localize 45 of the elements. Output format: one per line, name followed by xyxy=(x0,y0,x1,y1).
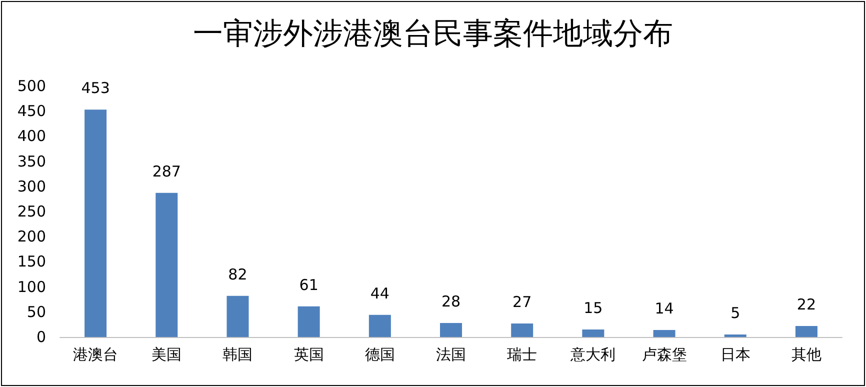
x-tick-label: 韩国 xyxy=(222,346,253,364)
y-tick-label: 250 xyxy=(17,202,46,220)
bar xyxy=(653,330,676,337)
bar xyxy=(440,322,462,337)
data-label: 27 xyxy=(512,292,532,311)
bar xyxy=(795,326,818,337)
bar xyxy=(724,334,746,337)
bar xyxy=(226,296,249,337)
y-tick-label: 350 xyxy=(17,152,46,170)
data-label: 28 xyxy=(441,292,461,310)
data-label: 61 xyxy=(299,276,318,294)
x-tick-label: 日本 xyxy=(720,346,750,364)
bar xyxy=(511,323,534,337)
bar xyxy=(156,192,178,337)
x-tick-label: 德国 xyxy=(364,346,395,364)
bar xyxy=(582,329,604,337)
data-label: 5 xyxy=(730,304,740,322)
data-label: 82 xyxy=(228,265,248,284)
y-tick-label: 50 xyxy=(26,302,46,321)
y-tick-label: 150 xyxy=(17,252,46,271)
y-tick-label: 300 xyxy=(17,177,46,196)
x-tick-label: 美国 xyxy=(152,346,182,364)
data-label: 15 xyxy=(584,298,603,317)
x-tick-label: 港澳台 xyxy=(73,346,118,364)
x-tick-label: 意大利 xyxy=(570,346,616,364)
data-label: 287 xyxy=(152,162,181,180)
x-tick-label: 法国 xyxy=(436,346,466,364)
y-tick-label: 400 xyxy=(17,127,46,146)
y-tick-label: 0 xyxy=(36,328,46,346)
x-tick-label: 其他 xyxy=(791,346,822,364)
chart-title: 一审涉外涉港澳台民事案件地域分布 xyxy=(193,16,673,52)
data-label: 453 xyxy=(81,79,110,98)
y-tick-label: 200 xyxy=(17,228,46,246)
x-tick-label: 卢森堡 xyxy=(642,346,687,364)
y-tick-label: 450 xyxy=(17,102,46,120)
bar xyxy=(298,306,320,337)
data-label: 14 xyxy=(654,299,674,318)
bar xyxy=(84,110,107,337)
x-tick-label: 英国 xyxy=(294,346,324,364)
y-tick-label: 100 xyxy=(17,278,46,296)
x-tick-label: 瑞士 xyxy=(507,346,538,364)
data-label: 44 xyxy=(370,284,390,302)
y-tick-label: 500 xyxy=(17,77,46,95)
bar xyxy=(368,314,391,337)
data-label: 22 xyxy=(796,295,816,314)
